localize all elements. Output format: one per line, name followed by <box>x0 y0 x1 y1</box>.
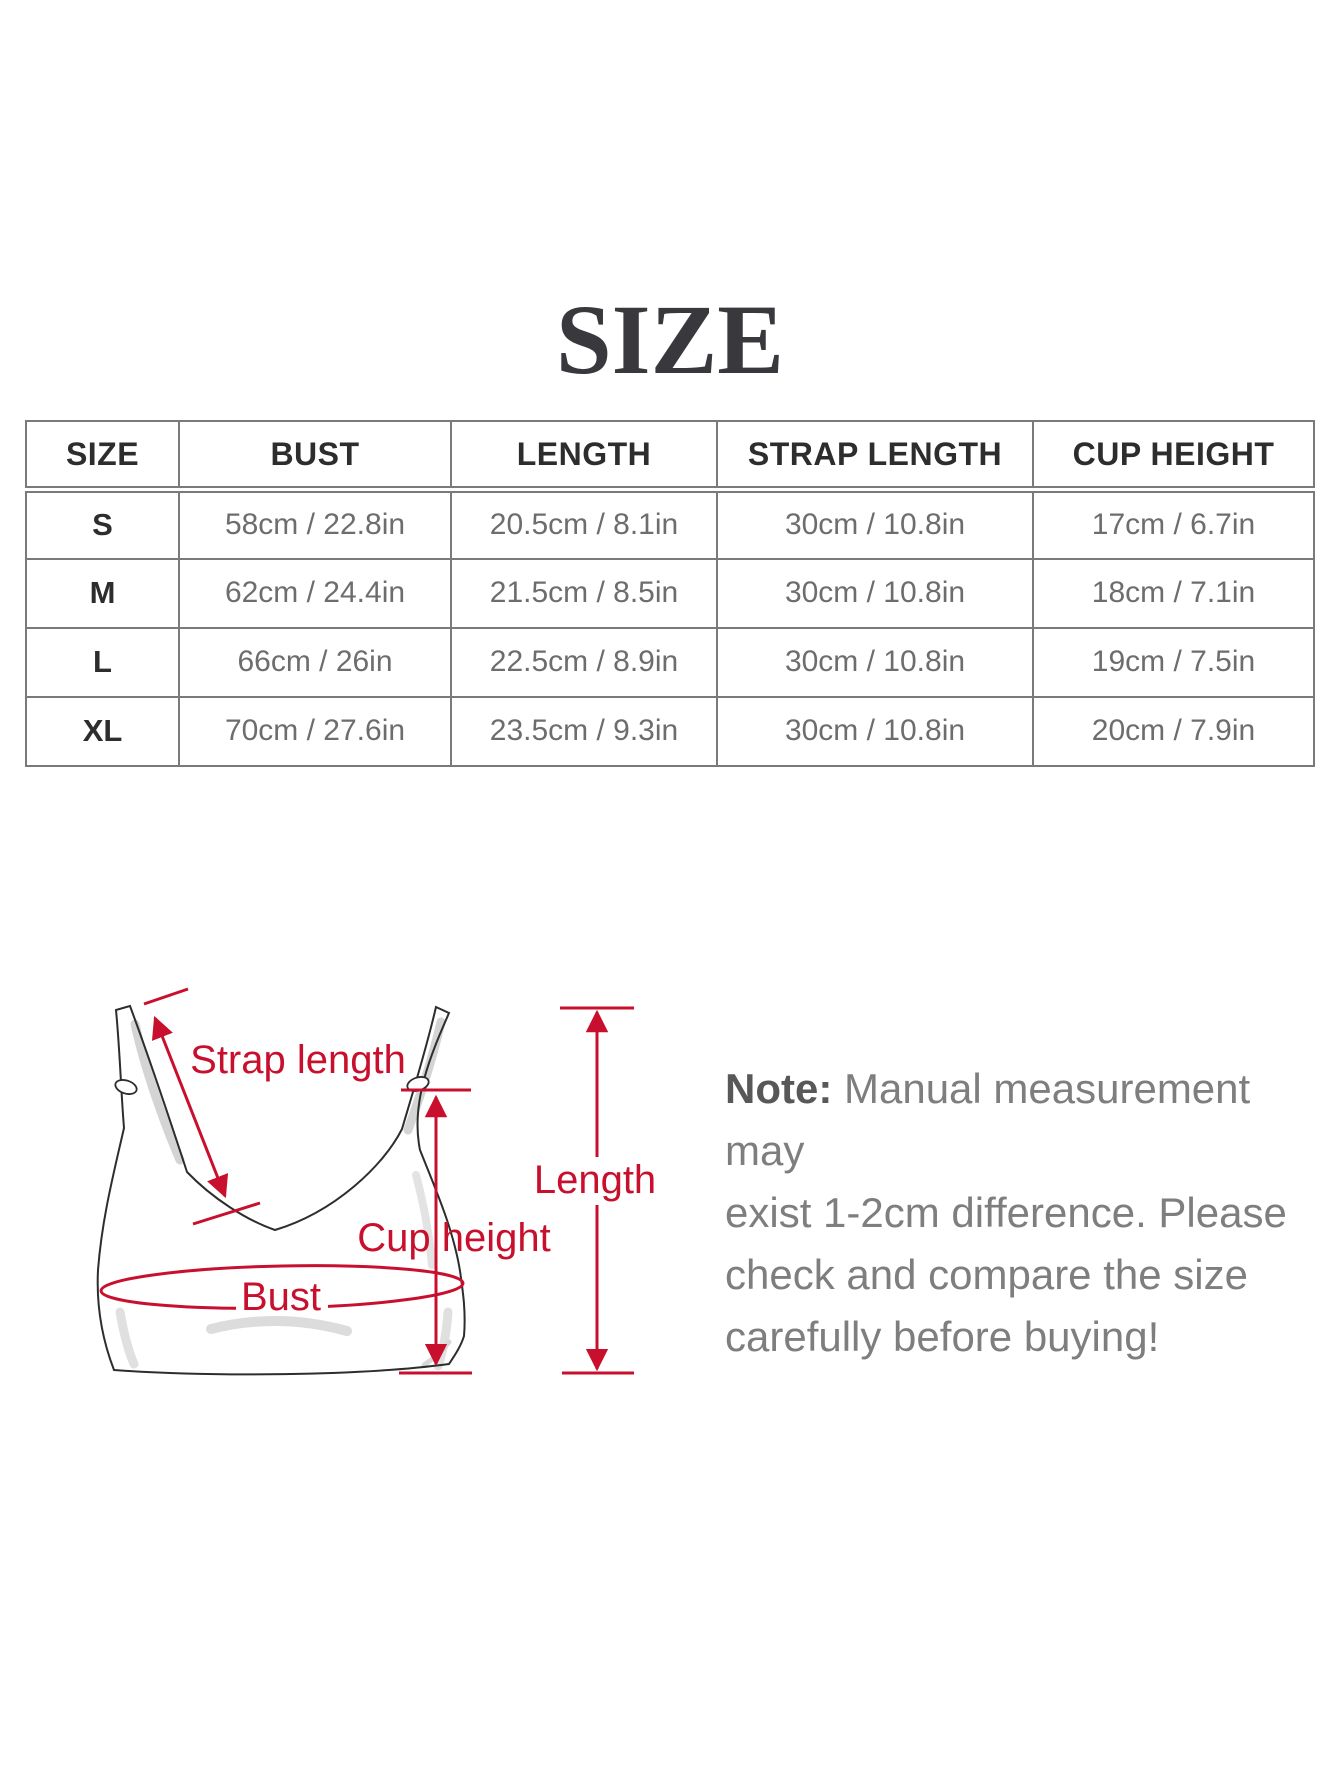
note-prefix: Note: <box>725 1065 833 1112</box>
column-header-length: LENGTH <box>450 420 718 493</box>
bust-cell: 62cm / 24.4in <box>178 557 452 629</box>
strap-length-label: Strap length <box>190 1038 406 1082</box>
note-line-4: carefully before buying! <box>725 1313 1160 1360</box>
strap-length-cell: 30cm / 10.8in <box>716 557 1034 629</box>
column-header-cup-height: CUP HEIGHT <box>1032 420 1315 493</box>
cup-height-cell: 20cm / 7.9in <box>1032 695 1315 767</box>
length-cell: 22.5cm / 8.9in <box>450 626 718 698</box>
table-row: S 58cm / 22.8in 20.5cm / 8.1in 30cm / 10… <box>25 488 1315 560</box>
note-line-1: Manual measurement may <box>725 1065 1251 1174</box>
measurement-note: Note: Manual measurement may exist 1-2cm… <box>725 1058 1300 1368</box>
size-cell: XL <box>25 695 180 767</box>
column-header-bust: BUST <box>178 420 452 493</box>
length-cell: 23.5cm / 9.3in <box>450 695 718 767</box>
size-cell: S <box>25 488 180 560</box>
bust-label-mask <box>236 1283 328 1316</box>
bust-cell: 66cm / 26in <box>178 626 452 698</box>
bust-label: Bust <box>241 1275 321 1319</box>
cup-height-label: Cup height <box>357 1216 550 1260</box>
note-line-2: exist 1-2cm difference. Please <box>725 1189 1287 1236</box>
table-row: L 66cm / 26in 22.5cm / 8.9in 30cm / 10.8… <box>25 626 1315 698</box>
length-cell: 21.5cm / 8.5in <box>450 557 718 629</box>
strap-length-cell: 30cm / 10.8in <box>716 695 1034 767</box>
bust-cell: 58cm / 22.8in <box>178 488 452 560</box>
cup-height-cell: 18cm / 7.1in <box>1032 557 1315 629</box>
size-table: SIZE BUST LENGTH STRAP LENGTH CUP HEIGHT… <box>25 420 1315 767</box>
page-title: SIZE <box>556 284 784 395</box>
strap-length-arrow <box>151 1015 229 1199</box>
length-cell: 20.5cm / 8.1in <box>450 488 718 560</box>
left-strap-adjuster <box>114 1079 138 1095</box>
strap-length-tick-bottom <box>192 1201 261 1226</box>
size-cell: L <box>25 626 180 698</box>
column-header-size: SIZE <box>25 420 180 493</box>
strap-length-cell: 30cm / 10.8in <box>716 626 1034 698</box>
strap-length-cell: 30cm / 10.8in <box>716 488 1034 560</box>
table-row: XL 70cm / 27.6in 23.5cm / 9.3in 30cm / 1… <box>25 695 1315 767</box>
table-row: M 62cm / 24.4in 21.5cm / 8.5in 30cm / 10… <box>25 557 1315 629</box>
length-label: Length <box>534 1158 656 1202</box>
note-line-3: check and compare the size <box>725 1251 1248 1298</box>
size-cell: M <box>25 557 180 629</box>
bra-outline <box>97 1006 465 1375</box>
cup-height-cell: 19cm / 7.5in <box>1032 626 1315 698</box>
bra-outline-stroke <box>96 1004 466 1376</box>
table-header-row: SIZE BUST LENGTH STRAP LENGTH CUP HEIGHT <box>25 420 1315 493</box>
note-line: Note: Manual measurement may <box>725 1058 1300 1182</box>
cup-height-cell: 17cm / 6.7in <box>1032 488 1315 560</box>
measurement-diagram: Strap length Cup height Bust Length <box>96 987 656 1376</box>
bust-cell: 70cm / 27.6in <box>178 695 452 767</box>
column-header-strap-length: STRAP LENGTH <box>716 420 1034 493</box>
strap-length-tick-top <box>143 987 189 1006</box>
